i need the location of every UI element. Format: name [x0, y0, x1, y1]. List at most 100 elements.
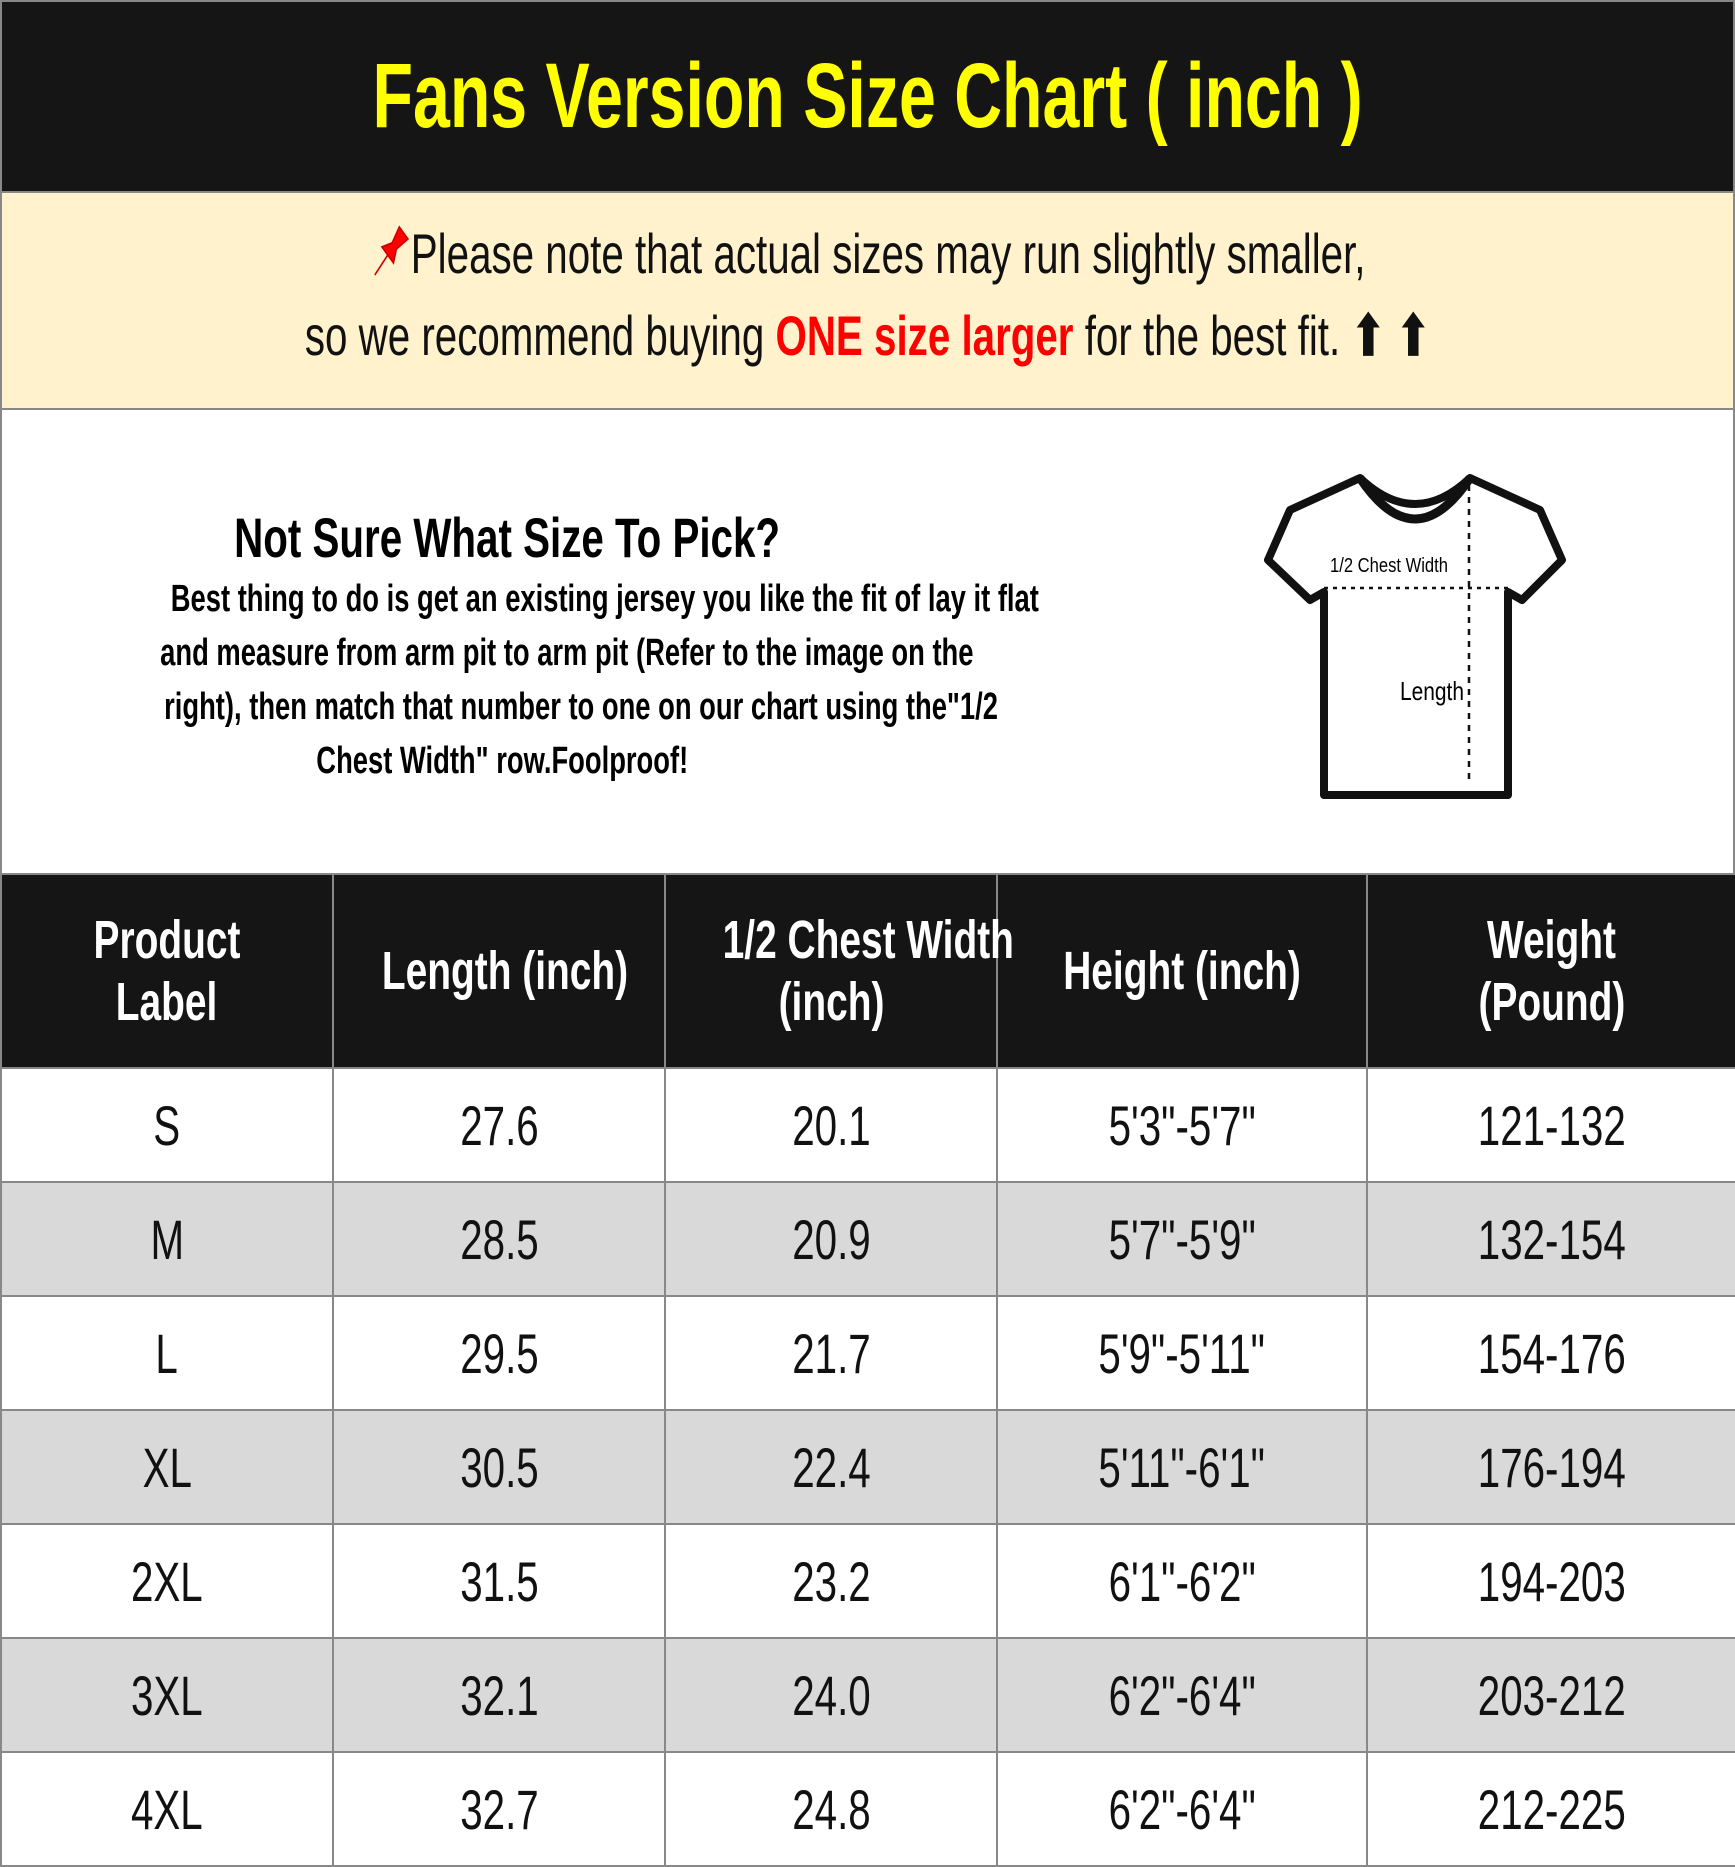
table-cell: 132-154 — [1366, 1181, 1735, 1297]
table-row: M 28.5 20.9 5'7"-5'9" 132-154 — [0, 1181, 1735, 1297]
column-header: Product Label — [0, 873, 334, 1069]
table-cell: 29.5 — [332, 1295, 666, 1411]
cell-value: 22.4 — [791, 1435, 871, 1499]
table-cell: 20.1 — [664, 1067, 998, 1183]
table-cell: 5'7"-5'9" — [996, 1181, 1368, 1297]
cell-value: L — [155, 1321, 179, 1385]
measuring-guide: Not Sure What Size To Pick? Best thing t… — [0, 410, 1735, 873]
table-cell: 5'3"-5'7" — [996, 1067, 1368, 1183]
table-cell: 28.5 — [332, 1181, 666, 1297]
cell-value: 176-194 — [1477, 1435, 1626, 1499]
cell-value: 194-203 — [1477, 1549, 1626, 1613]
table-cell: 21.7 — [664, 1295, 998, 1411]
table-cell: 27.6 — [332, 1067, 666, 1183]
table-cell: M — [0, 1181, 334, 1297]
size-table: Product Label Length (inch) 1/2 Chest Width… — [0, 873, 1735, 1867]
table-cell: 20.9 — [664, 1181, 998, 1297]
table-row: 3XL 32.1 24.0 6'2"-6'4" 203-212 — [0, 1637, 1735, 1753]
cell-value: 154-176 — [1477, 1321, 1626, 1385]
page-title-banner: Fans Version Size Chart ( inch ) — [0, 0, 1735, 193]
column-header-text: Product — [93, 910, 241, 970]
table-cell: 2XL — [0, 1523, 334, 1639]
guide-text-line: Chest Width" row.Foolproof! — [316, 740, 688, 782]
cell-value: M — [150, 1207, 184, 1271]
cell-value: 4XL — [131, 1777, 203, 1841]
table-row: XL 30.5 22.4 5'11"-6'1" 176-194 — [0, 1409, 1735, 1525]
table-cell: 22.4 — [664, 1409, 998, 1525]
column-header-text: Label — [116, 972, 218, 1032]
cell-value: 32.7 — [459, 1777, 539, 1841]
cell-value: 203-212 — [1477, 1663, 1626, 1727]
column-header-text: (Pound) — [1478, 972, 1625, 1032]
note-line-2-end: for the best fit. — [1073, 304, 1352, 367]
column-header-text: Length (inch) — [381, 941, 629, 1001]
up-arrows-icon: ⬆ ⬆ — [1351, 304, 1431, 367]
table-cell: 32.1 — [332, 1637, 666, 1753]
table-row: 2XL 31.5 23.2 6'1"-6'2" 194-203 — [0, 1523, 1735, 1639]
cell-value: 32.1 — [459, 1663, 539, 1727]
pushpin-icon — [373, 225, 409, 276]
column-header-text: Height (inch) — [1063, 941, 1301, 1001]
chest-width-label: 1/2 Chest Width — [1330, 555, 1448, 577]
cell-value: 5'7"-5'9" — [1108, 1207, 1256, 1271]
column-header: Height (inch) — [996, 873, 1368, 1069]
table-row: L 29.5 21.7 5'9"-5'11" 154-176 — [0, 1295, 1735, 1411]
cell-value: 5'11"-6'1" — [1098, 1435, 1266, 1499]
cell-value: 121-132 — [1477, 1093, 1626, 1157]
column-header-text: 1/2 Chest Width — [722, 910, 1014, 970]
guide-text-line: Best thing to do is get an existing jers… — [170, 578, 1039, 620]
table-cell: XL — [0, 1409, 334, 1525]
cell-value: 31.5 — [459, 1549, 539, 1613]
cell-value: 21.7 — [791, 1321, 871, 1385]
table-cell: 6'2"-6'4" — [996, 1637, 1368, 1753]
table-cell: 23.2 — [664, 1523, 998, 1639]
table-cell: 176-194 — [1366, 1409, 1735, 1525]
table-cell: 6'2"-6'4" — [996, 1751, 1368, 1867]
cell-value: 24.8 — [791, 1777, 871, 1841]
guide-text-line: and measure from arm pit to arm pit (Ref… — [160, 632, 974, 674]
cell-value: 29.5 — [459, 1321, 539, 1385]
guide-heading: Not Sure What Size To Pick? — [234, 506, 780, 569]
note-line-2-start: so we recommend buying — [304, 304, 776, 367]
sizing-note: Please note that actual sizes may run sl… — [0, 193, 1735, 410]
table-cell: 3XL — [0, 1637, 334, 1753]
length-label: Length — [1400, 676, 1464, 706]
note-highlight: ONE size larger — [775, 304, 1074, 367]
table-row: 4XL 32.7 24.8 6'2"-6'4" 212-225 — [0, 1751, 1735, 1867]
cell-value: 212-225 — [1477, 1777, 1626, 1841]
table-cell: S — [0, 1067, 334, 1183]
cell-value: 5'3"-5'7" — [1108, 1093, 1256, 1157]
table-cell: 4XL — [0, 1751, 334, 1867]
cell-value: 23.2 — [791, 1549, 871, 1613]
table-cell: 32.7 — [332, 1751, 666, 1867]
cell-value: S — [153, 1093, 181, 1157]
column-header: Length (inch) — [332, 873, 666, 1069]
page-title: Fans Version Size Chart ( inch ) — [372, 45, 1363, 147]
table-cell: 31.5 — [332, 1523, 666, 1639]
cell-value: 6'1"-6'2" — [1108, 1549, 1256, 1613]
guide-text-line: right), then match that number to one on… — [164, 686, 998, 728]
column-header: 1/2 Chest Width (inch) — [664, 873, 1014, 1069]
table-cell: 121-132 — [1366, 1067, 1735, 1183]
note-line-1: Please note that actual sizes may run sl… — [410, 222, 1365, 285]
table-cell: 203-212 — [1366, 1637, 1735, 1753]
table-cell: 30.5 — [332, 1409, 666, 1525]
table-cell: 194-203 — [1366, 1523, 1735, 1639]
cell-value: 30.5 — [459, 1435, 539, 1499]
cell-value: XL — [142, 1435, 192, 1499]
cell-value: 28.5 — [459, 1207, 539, 1271]
cell-value: 6'2"-6'4" — [1108, 1777, 1256, 1841]
cell-value: 27.6 — [459, 1093, 539, 1157]
cell-value: 3XL — [131, 1663, 203, 1727]
tshirt-diagram: 1/2 Chest Width Length — [1264, 474, 1566, 799]
column-header: Weight (Pound) — [1366, 873, 1735, 1069]
cell-value: 24.0 — [791, 1663, 871, 1727]
table-cell: 6'1"-6'2" — [996, 1523, 1368, 1639]
cell-value: 6'2"-6'4" — [1108, 1663, 1256, 1727]
cell-value: 20.9 — [791, 1207, 871, 1271]
table-cell: 154-176 — [1366, 1295, 1735, 1411]
table-cell: 24.8 — [664, 1751, 998, 1867]
table-cell: L — [0, 1295, 334, 1411]
table-row: S 27.6 20.1 5'3"-5'7" 121-132 — [0, 1067, 1735, 1183]
cell-value: 20.1 — [791, 1093, 871, 1157]
